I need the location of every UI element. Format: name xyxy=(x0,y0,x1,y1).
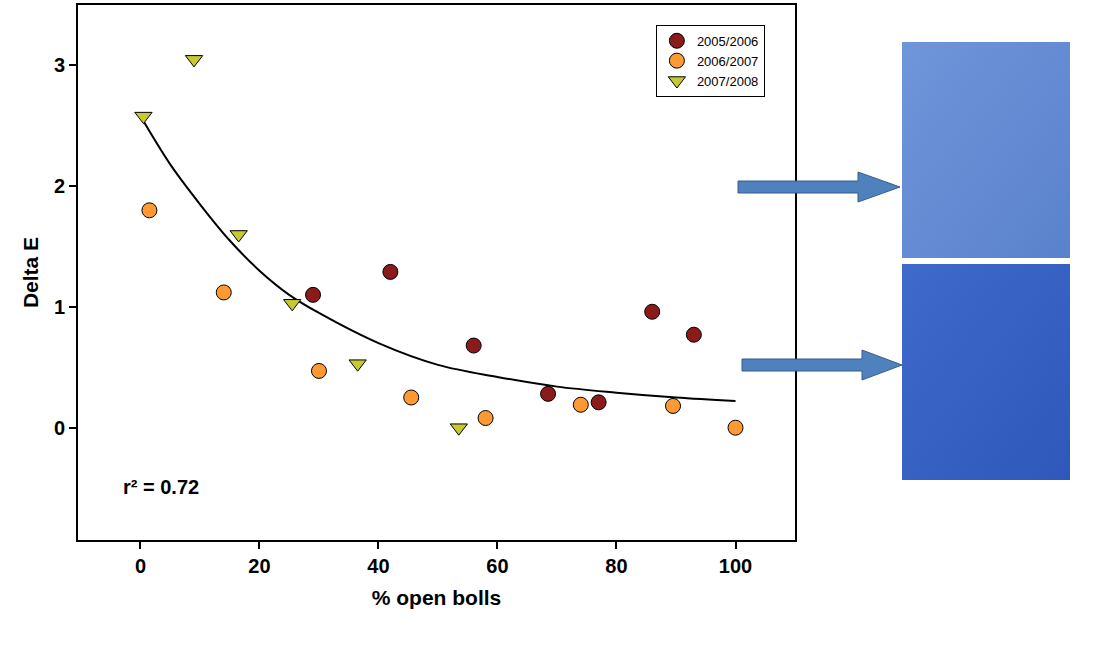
svg-text:80: 80 xyxy=(605,555,627,577)
svg-text:% open bolls: % open bolls xyxy=(372,586,502,609)
svg-text:r² = 0.72: r² = 0.72 xyxy=(123,476,199,498)
svg-text:2007/2008: 2007/2008 xyxy=(697,74,758,89)
svg-text:2006/2007: 2006/2007 xyxy=(697,54,758,69)
svg-text:Delta E: Delta E xyxy=(19,237,42,308)
svg-text:40: 40 xyxy=(367,555,389,577)
svg-text:0: 0 xyxy=(135,555,146,577)
svg-text:60: 60 xyxy=(486,555,508,577)
svg-text:2: 2 xyxy=(54,175,65,197)
svg-text:2005/2006: 2005/2006 xyxy=(697,34,758,49)
svg-text:1: 1 xyxy=(54,296,65,318)
svg-text:100: 100 xyxy=(719,555,752,577)
svg-text:20: 20 xyxy=(248,555,270,577)
svg-text:0: 0 xyxy=(54,417,65,439)
svg-text:3: 3 xyxy=(54,54,65,76)
